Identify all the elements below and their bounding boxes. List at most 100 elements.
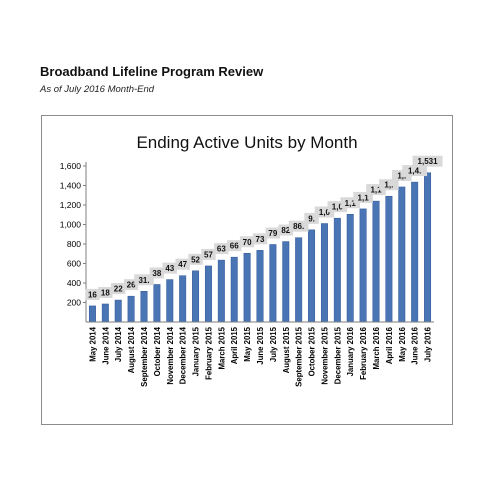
data-label-box [304,212,319,224]
bar [346,214,354,323]
x-tick-label: August 2014 [127,326,136,373]
data-label-box [391,169,412,181]
y-tick-label: 1,200 [60,200,82,210]
x-tick-label: March 2015 [217,326,226,369]
data-label-box [188,253,203,265]
data-label: 1,0 [319,208,331,217]
x-tick-label: July 2015 [269,326,278,362]
chart-title: Ending Active Units by Month [136,133,357,152]
data-label-box [149,267,165,279]
data-label-box [175,258,190,270]
data-label: 82 [281,226,290,235]
data-label: 1,. [384,181,393,190]
data-label-box [412,155,443,167]
x-tick-label: January 2016 [346,326,355,376]
bar [385,195,393,323]
bar [282,241,290,323]
bar-chart: Ending Active Units by Month 1,600 1,400 1… [60,133,443,387]
x-tick-label: May 2014 [88,326,97,361]
bar [127,295,135,323]
data-label: 1,531 [418,157,439,166]
data-label-box [123,279,139,291]
data-label: 26 [127,281,136,290]
x-tick-label: March 2016 [372,326,381,369]
y-tick-label: 400 [67,278,81,288]
data-label-box [111,283,126,295]
data-label: 86. [293,222,304,231]
data-label-box [366,184,386,196]
x-tick-label: November 2015 [320,326,329,384]
bar [88,305,96,323]
y-tick-label: 200 [67,298,81,308]
data-label: 52 [191,255,200,264]
bar [243,253,251,323]
y-tick-label: 800 [67,239,81,249]
bar [295,237,303,323]
bar [114,299,122,323]
y-tick-label: 1,000 [60,220,82,230]
data-label-box [98,286,113,298]
x-tick-label: April 2016 [385,326,394,364]
bar [320,223,328,323]
data-label: 47 [178,260,187,269]
page-subtitle: As of July 2016 Month-End [40,84,155,95]
data-label: 1,1 [370,186,382,195]
y-tick-label: 1,600 [60,161,82,171]
data-label: 1,0 [332,203,344,212]
y-tick-label: 600 [67,259,81,269]
x-tick-label: September 2015 [295,326,304,386]
data-label-box [214,243,229,255]
x-tick-label: June 2016 [411,326,420,364]
data-label-box [265,227,281,239]
x-tick-label: April 2015 [230,326,239,364]
data-label-box [227,240,242,252]
data-label: 31. [138,276,149,285]
data-label-box [379,179,399,191]
page-title: Broadband Lifeline Program Review [40,64,264,79]
x-tick-label: January 2015 [192,326,201,376]
bar [269,244,277,323]
x-tick-label: May 2016 [398,326,407,361]
x-axis: May 2014 June 2014 July 2014 August 2014 Sep… [86,321,434,387]
data-label-box [340,197,361,209]
data-label: 43 [165,264,174,273]
x-tick-label: September 2014 [140,326,149,386]
bar [411,181,419,323]
data-label: 57 [204,250,213,259]
data-label: 1,4. [408,167,421,176]
bar [179,275,187,323]
bar [217,259,225,323]
x-tick-label: October 2015 [308,326,317,376]
data-label: 22 [114,285,123,294]
bar [308,229,316,323]
bar [333,217,341,323]
data-label-box [327,201,348,213]
bar [153,284,161,323]
bar [140,291,148,323]
data-label-box [402,165,428,177]
y-tick-label: 1,400 [60,181,82,191]
x-tick-label: May 2015 [243,326,252,361]
bars-group [88,172,432,323]
data-label-box [85,288,100,300]
bar [192,270,200,323]
bar [230,256,238,323]
data-label: 1,1 [345,199,357,208]
x-tick-label: December 2015 [333,326,342,384]
bar [398,186,406,323]
data-label-box [314,206,335,218]
chart-frame: Ending Active Units by Month 1,600 1,400 1… [41,115,453,425]
x-tick-label: February 2016 [359,326,368,380]
x-tick-label: June 2015 [256,326,265,364]
data-label: 38 [152,269,161,278]
x-tick-label: August 2015 [282,326,291,373]
data-label-box [201,248,216,260]
data-label: 16 [88,290,97,299]
data-label-box [278,224,293,236]
data-label-box [162,262,177,274]
x-tick-label: July 2016 [424,326,433,362]
data-label-box [353,191,373,203]
data-label-box [134,274,154,286]
bar [424,172,432,323]
x-tick-label: December 2014 [179,326,188,384]
